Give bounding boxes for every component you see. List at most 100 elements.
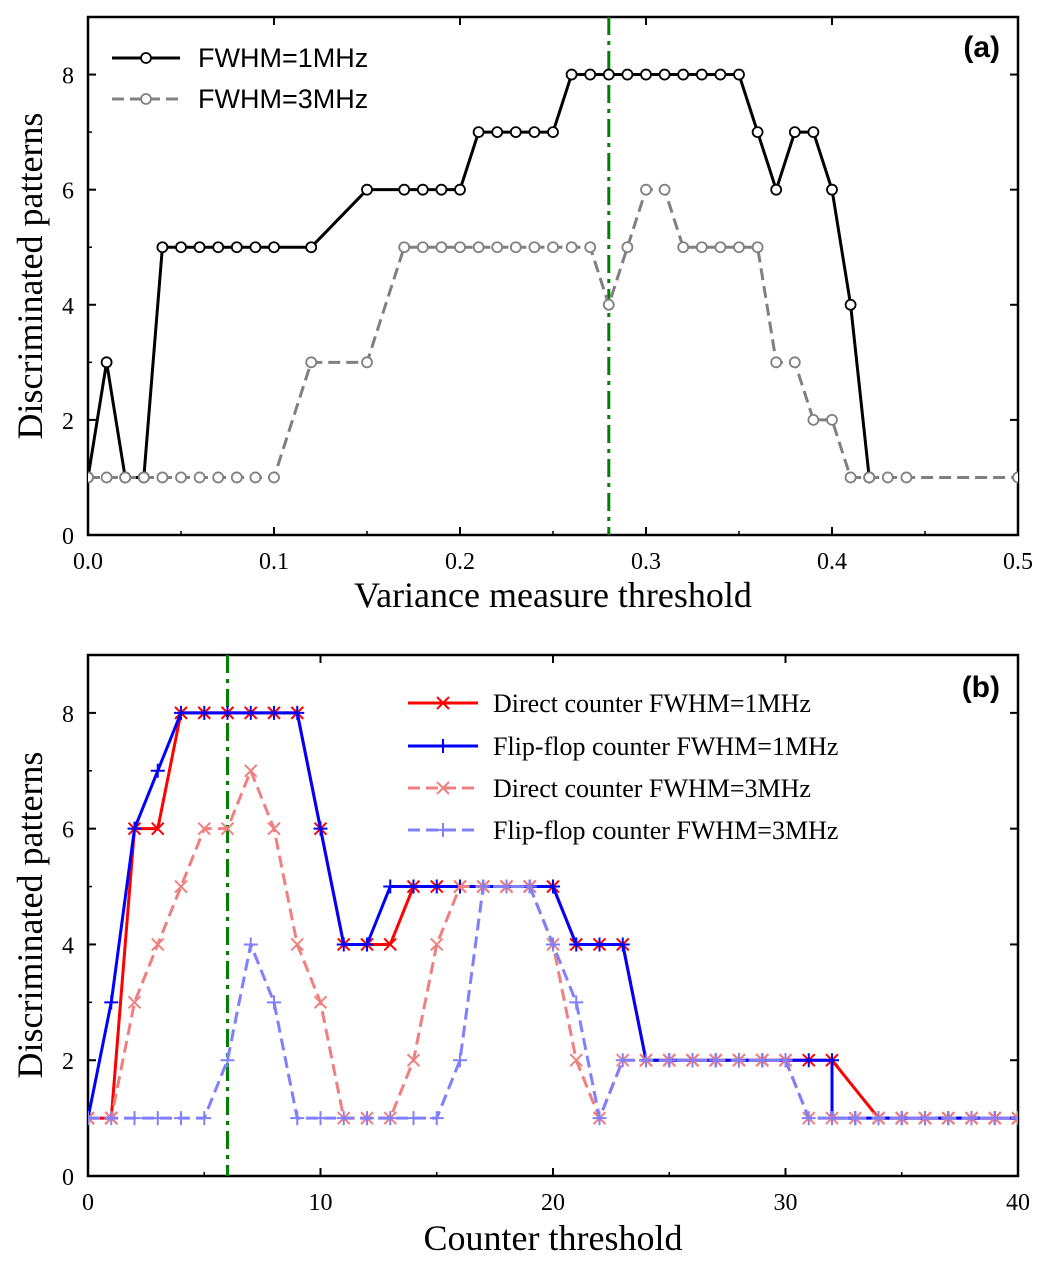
- panel-a-series-1-point: [621, 68, 634, 81]
- panel-a-series-1-point: [212, 241, 225, 254]
- panel-a-series-1-point: [714, 68, 727, 81]
- panel-b-series-2-point: [290, 705, 305, 720]
- panel-b-ticks: 0 10 20 30 40 0 2 4 6 8: [62, 655, 1030, 1216]
- panel-b-series-4-point: [174, 1111, 188, 1126]
- panel-b-series-1-point: [383, 937, 397, 952]
- panel-b-legend: Direct counter FWHM=1MHz Flip-flop count…: [408, 689, 838, 845]
- panel-b-series-3-point: [569, 1053, 583, 1067]
- panel-a-series-1-point: [751, 126, 764, 139]
- panel-a-series-1-point: [547, 126, 559, 139]
- panel-a-series-2-point: [156, 471, 169, 484]
- panel-a-series-2-point: [88, 471, 94, 484]
- panel-a-series-1-point: [435, 183, 448, 196]
- panel-b-series-4-point: [127, 1111, 142, 1126]
- panel-a-series-2-point: [305, 356, 318, 369]
- panel-b-x-tick-label: 30: [774, 1190, 798, 1216]
- panel-b-series-2-point: [150, 763, 165, 778]
- panel-a-series-1-point: [565, 68, 578, 81]
- panel-a-series-2-point: [491, 241, 504, 254]
- panel-a-series-1-point: [268, 241, 280, 254]
- panel-a-ticks: 0.0 0.1 0.2 0.3 0.4 0.5 0 2 4 6 8: [62, 17, 1033, 575]
- panel-b-x-tick-label: 0: [82, 1190, 94, 1216]
- legend-b-item-2: Flip-flop counter FWHM=1MHz: [408, 732, 838, 761]
- panel-a-series-1-point: [788, 126, 801, 139]
- panel-a-series-2-point: [733, 241, 745, 254]
- panel-b-x-tick-label: 10: [309, 1190, 333, 1216]
- panel-b-series-1: [88, 706, 1018, 1125]
- panel-b-y-tick-label: 6: [62, 818, 74, 844]
- panel-a-x-tick-label: 0.4: [817, 549, 847, 575]
- panel-b-series-4-point: [987, 1111, 1002, 1126]
- panel-b-series-4-point: [801, 1111, 816, 1126]
- panel-b-series-4-point: [941, 1111, 956, 1126]
- panel-b-series-4-point: [88, 1111, 95, 1126]
- panel-b-series-4: [88, 879, 1018, 1126]
- panel-a-series-2-point: [100, 471, 113, 484]
- panel-b-y-tick-label: 4: [62, 933, 74, 959]
- panel-b-series-4-point: [685, 1053, 700, 1068]
- panel-a-y-axis-title: Discriminated patterns: [10, 113, 50, 440]
- panel-a-series-2-point: [788, 356, 801, 369]
- panel-a-series-1-point: [826, 183, 838, 196]
- panel-a-series-2: [88, 183, 1018, 484]
- panel-b-series-4-point: [848, 1111, 863, 1126]
- panel-b-series-4-point: [825, 1111, 839, 1126]
- panel-b-series-4-point: [243, 937, 258, 952]
- panel-b-series-4-point: [429, 1111, 444, 1126]
- panel-b-series-2-point: [174, 705, 188, 720]
- panel-a-series-2-point: [361, 356, 373, 369]
- panel-b-series-4-point: [569, 995, 584, 1010]
- panel-b-series-3-point: [406, 1053, 421, 1067]
- panel-a-x-tick-label: 0.5: [1003, 549, 1033, 575]
- panel-b-series-4-point: [499, 879, 514, 894]
- panel-b-series-2-point: [406, 879, 421, 894]
- panel-a-series-2-point: [770, 356, 783, 369]
- panel-b-y-tick-label: 8: [62, 702, 74, 728]
- panel-a-x-tick-label: 0.1: [259, 549, 289, 575]
- panel-a-series-2-point: [602, 298, 615, 311]
- panel-a-series-1-point: [584, 68, 597, 81]
- panel-b-series-2-point: [383, 879, 398, 894]
- panel-b-series-3-point: [267, 821, 281, 836]
- legend-b-item-1: Direct counter FWHM=1MHz: [408, 689, 811, 718]
- panel-b-y-tick-label: 2: [62, 1049, 74, 1075]
- panel-b-series-2-point: [267, 705, 281, 720]
- panel-a-x-tick-label: 0.2: [445, 549, 475, 575]
- panel-b-series-2-point: [615, 937, 630, 952]
- panel-b-series-3-point: [197, 821, 211, 836]
- panel-a-series-2-point: [137, 471, 150, 484]
- panel-b-series-4-point: [476, 879, 491, 894]
- panel-a-series-2-point: [398, 241, 411, 254]
- panel-a-x-tick-label: 0.3: [631, 549, 661, 575]
- panel-a-y-tick-label: 6: [62, 179, 74, 205]
- panel-b-series-2-point: [801, 1053, 816, 1068]
- panel-a-y-tick-label: 4: [62, 294, 74, 320]
- panel-a-series-1-point: [807, 126, 820, 139]
- panel-b-series-2-point: [592, 937, 607, 952]
- panel-b-series-4-point: [546, 937, 560, 952]
- panel-a-series-2-point: [565, 241, 578, 254]
- panel-b-series-2-point: [220, 705, 235, 720]
- panel-b-series-4-point: [871, 1111, 886, 1126]
- panel-b-series-1-point: [151, 821, 165, 836]
- panel-a-series-1-point: [602, 68, 615, 81]
- legend-b-label-2: Flip-flop counter FWHM=1MHz: [493, 732, 838, 761]
- panel-b-series-4-point: [755, 1053, 770, 1068]
- panel-a-series-1-point: [491, 126, 504, 139]
- panel-b-series-2-point: [197, 705, 212, 720]
- panel-a-series-1-point: [398, 183, 411, 196]
- panel-b-x-tick-label: 20: [541, 1190, 565, 1216]
- panel-a-series-1-point: [230, 241, 243, 254]
- panel-a-series-1-point: [193, 241, 206, 254]
- panel-b-series-4-point: [267, 995, 281, 1010]
- panel-a-plot-area: [88, 17, 1018, 535]
- panel-a-series-2-point: [658, 183, 671, 196]
- panel-b-series-2-point: [104, 995, 119, 1010]
- panel-b-series-4-point: [732, 1053, 746, 1068]
- legend-a-item-2: FWHM=3MHz: [112, 84, 368, 114]
- panel-a-series-1-point: [361, 183, 373, 196]
- panel-a: 0.0 0.1 0.2 0.3 0.4 0.5 0 2 4 6 8 (a) Variance mea…: [10, 15, 1033, 615]
- panel-b-series-3-point: [151, 937, 165, 952]
- panel-b-series-2-point: [360, 937, 374, 952]
- legend-b-marker-2: [436, 739, 450, 753]
